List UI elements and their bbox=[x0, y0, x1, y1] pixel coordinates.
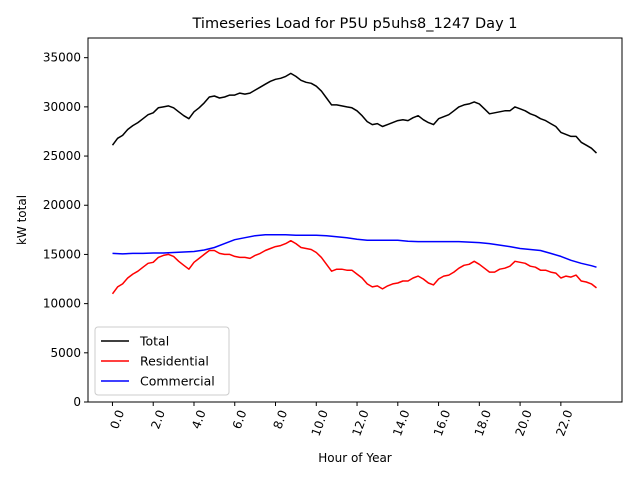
y-tick-label: 20000 bbox=[43, 198, 81, 212]
series-lines bbox=[111, 72, 598, 295]
y-tick-label: 0 bbox=[73, 395, 81, 409]
y-tick-label: 25000 bbox=[43, 149, 81, 163]
x-tick-label: 0.0 bbox=[107, 408, 127, 431]
x-axis-label: Hour of Year bbox=[318, 451, 392, 465]
legend: Total Residential Commercial bbox=[94, 326, 230, 396]
x-tick-label: 8.0 bbox=[271, 408, 291, 431]
series-line-total bbox=[111, 72, 598, 154]
x-axis-ticks: 0.0 2.0 4.0 6.0 8.0 10.0 12.0 14.0 16.0 18.0 20.0 2… bbox=[107, 402, 576, 438]
y-axis-label: kW total bbox=[15, 195, 29, 245]
legend-label-total: Total bbox=[139, 334, 169, 349]
series-line-commercial bbox=[112, 234, 597, 268]
legend-box bbox=[94, 326, 230, 396]
chart-title: Timeseries Load for P5U p5uhs8_1247 Day … bbox=[192, 16, 518, 32]
y-tick-label: 10000 bbox=[43, 297, 81, 311]
legend-label-residential: Residential bbox=[140, 354, 209, 369]
plot-frame bbox=[87, 37, 623, 403]
y-tick-label: 5000 bbox=[50, 346, 81, 360]
y-tick-label: 15000 bbox=[43, 247, 81, 261]
x-tick-label: 6.0 bbox=[230, 408, 250, 431]
x-tick-label: 2.0 bbox=[148, 408, 168, 431]
x-tick-label: 4.0 bbox=[189, 408, 209, 431]
legend-label-commercial: Commercial bbox=[140, 374, 215, 389]
y-tick-label: 30000 bbox=[43, 100, 81, 114]
y-tick-label: 35000 bbox=[43, 51, 81, 65]
series-line-residential bbox=[111, 239, 597, 295]
y-axis-ticks: 0 5000 10000 15000 20000 25000 30000 35000 bbox=[43, 51, 88, 409]
